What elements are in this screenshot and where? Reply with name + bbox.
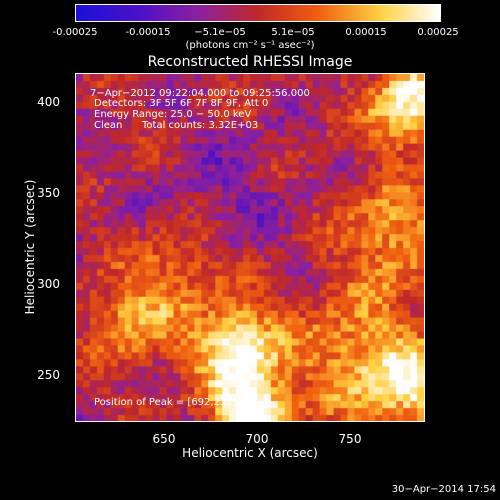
total-counts-label: Total counts: 3.32E+03 [142,120,259,131]
algorithm-label: Clean [94,120,123,131]
energy-range-label: Energy Range: 25.0 − 50.0 keV [94,109,252,120]
colorbar-tick: -0.00025 [52,27,98,38]
colorbar-tick: 0.00015 [345,27,387,38]
colorbar-tick: −5.1e−05 [194,27,246,38]
x-tick-label: 750 [338,432,362,446]
y-tick-label: 300 [37,277,60,291]
peak-position-label: Position of Peak = [692,232] [94,397,237,408]
time-range-label: 7−Apr−2012 09:22:04.000 to 09:25:56.000 [90,88,310,99]
colorbar [75,4,441,22]
x-axis-label: Heliocentric X (arcsec) [182,446,318,460]
colorbar-tick: 5.1e−05 [271,27,315,38]
detectors-label: Detectors: 3F 5F 6F 7F 8F 9F, Att 0 [94,98,269,109]
colorbar-tick: -0.00015 [125,27,171,38]
y-tick-label: 350 [37,186,60,200]
y-tick-label: 250 [37,368,60,382]
rhessi-image-canvas [76,74,424,421]
y-axis-label: Heliocentric Y (arcsec) [23,179,37,315]
rhessi-image-map[interactable] [75,73,425,422]
colorbar-tick: 0.00025 [417,27,459,38]
x-tick-label: 700 [245,432,269,446]
y-tick-label: 400 [37,95,60,109]
plot-title: Reconstructed RHESSI Image [147,54,353,70]
x-tick-label: 650 [152,432,176,446]
colorbar-units: (photons cm⁻² s⁻¹ asec⁻²) [185,40,315,51]
timestamp-footer: 30−Apr−2014 17:54 [391,484,496,495]
